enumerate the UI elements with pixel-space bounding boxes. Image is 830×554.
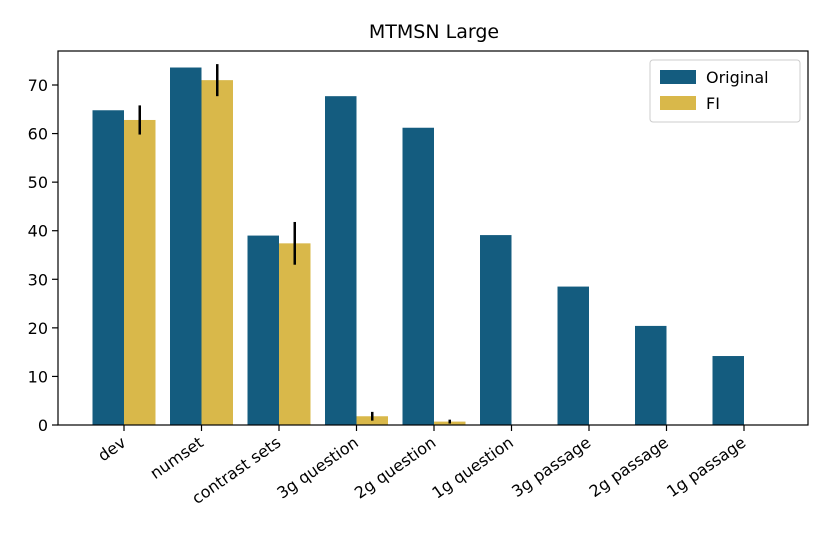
bar-original-3g-passage <box>557 286 589 425</box>
axes-frame <box>57 50 809 426</box>
bar-fi-numset <box>201 80 233 426</box>
bar-original-3g-question <box>325 96 357 426</box>
legend: Original FI <box>649 59 801 123</box>
y-tick-label: 70 <box>28 76 48 95</box>
legend-swatch-original <box>660 70 696 84</box>
y-tick-label: 10 <box>28 367 48 386</box>
bar-original-1g-question <box>480 235 512 425</box>
y-tick-label: 20 <box>28 319 48 338</box>
x-tick-label: 1g question <box>428 433 516 503</box>
legend-swatch-fi <box>660 96 696 110</box>
x-tick-label: dev <box>94 433 129 465</box>
y-tick-label: 30 <box>28 270 48 289</box>
x-tick-label: 2g question <box>351 433 439 503</box>
bar-fi-dev <box>124 119 156 425</box>
bar-original-contrast-sets <box>247 235 279 425</box>
y-tick-label: 0 <box>38 416 48 435</box>
legend-label-original: Original <box>706 68 769 87</box>
y-tick-label: 40 <box>28 222 48 241</box>
bar-original-2g-passage <box>635 325 667 425</box>
bar-fi-contrast-sets <box>279 243 311 425</box>
bar-original-numset <box>170 67 202 425</box>
bar-original-dev <box>92 110 124 425</box>
bar-original-2g-question <box>402 127 434 425</box>
x-tick-label: numset <box>146 433 206 483</box>
x-tick-label: 1g passage <box>663 433 749 501</box>
x-tick-label: 2g passage <box>586 433 672 501</box>
x-tick-label: 3g passage <box>508 433 594 501</box>
chart-title: MTMSN Large <box>369 21 499 43</box>
bar-original-1g-passage <box>712 356 744 425</box>
y-tick-label: 60 <box>28 125 48 144</box>
legend-label-fi: FI <box>706 94 720 113</box>
y-tick-label: 50 <box>28 173 48 192</box>
x-tick-label: 3g question <box>273 433 361 503</box>
